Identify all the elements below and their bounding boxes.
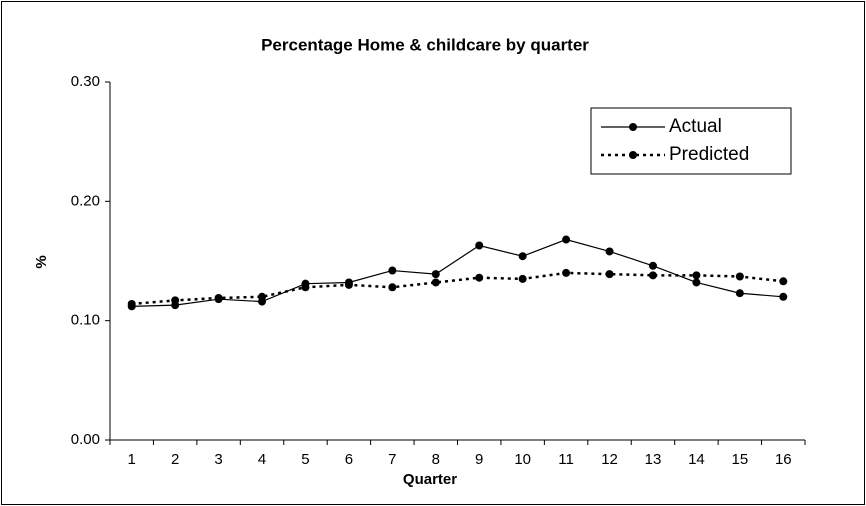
- data-point: [258, 292, 267, 301]
- x-tick-label: 13: [645, 451, 662, 468]
- data-point: [344, 280, 353, 289]
- x-tick-label: 9: [475, 451, 483, 468]
- data-point: [648, 271, 657, 280]
- data-point: [605, 247, 614, 256]
- x-axis-label: Quarter: [403, 471, 457, 488]
- x-tick-label: 4: [258, 451, 266, 468]
- data-point: [127, 299, 136, 308]
- legend-box: [590, 107, 792, 175]
- data-point: [475, 241, 484, 250]
- y-tick-label: 0.00: [71, 431, 100, 448]
- data-point: [518, 274, 527, 283]
- data-point: [562, 235, 571, 244]
- data-point: [518, 252, 527, 261]
- y-tick-label: 0.10: [71, 312, 100, 329]
- x-tick-label: 15: [732, 451, 749, 468]
- x-tick-label: 7: [388, 451, 396, 468]
- data-point: [648, 261, 657, 270]
- data-point: [562, 268, 571, 277]
- data-point: [735, 289, 744, 298]
- data-point: [605, 270, 614, 279]
- data-point: [431, 278, 440, 287]
- legend-marker: [629, 151, 637, 159]
- data-point: [692, 271, 701, 280]
- x-tick-label: 16: [775, 451, 792, 468]
- data-point: [301, 283, 310, 292]
- data-point: [779, 292, 788, 301]
- x-tick-label: 12: [601, 451, 618, 468]
- data-point: [171, 296, 180, 305]
- x-tick-label: 8: [432, 451, 440, 468]
- data-point: [214, 293, 223, 302]
- data-point: [735, 272, 744, 281]
- y-tick-label: 0.30: [71, 73, 100, 90]
- data-point: [431, 270, 440, 279]
- x-tick-label: 11: [558, 451, 574, 468]
- legend-label: Actual: [669, 116, 722, 137]
- data-point: [388, 283, 397, 292]
- series-line: [131, 238, 784, 307]
- x-tick-label: 3: [214, 451, 222, 468]
- x-tick-label: 1: [128, 451, 136, 468]
- data-point: [388, 266, 397, 275]
- y-axis-label: %: [33, 255, 50, 268]
- legend-marker: [629, 123, 637, 131]
- data-point: [475, 273, 484, 282]
- x-tick-label: 5: [301, 451, 309, 468]
- x-tick-label: 14: [688, 451, 705, 468]
- x-tick-label: 2: [171, 451, 179, 468]
- x-tick-label: 6: [345, 451, 353, 468]
- legend-label: Predicted: [669, 144, 749, 165]
- x-tick-label: 10: [514, 451, 531, 468]
- y-tick-label: 0.20: [71, 192, 100, 209]
- data-point: [779, 277, 788, 286]
- data-point: [692, 278, 701, 287]
- chart-title: Percentage Home & childcare by quarter: [261, 35, 589, 54]
